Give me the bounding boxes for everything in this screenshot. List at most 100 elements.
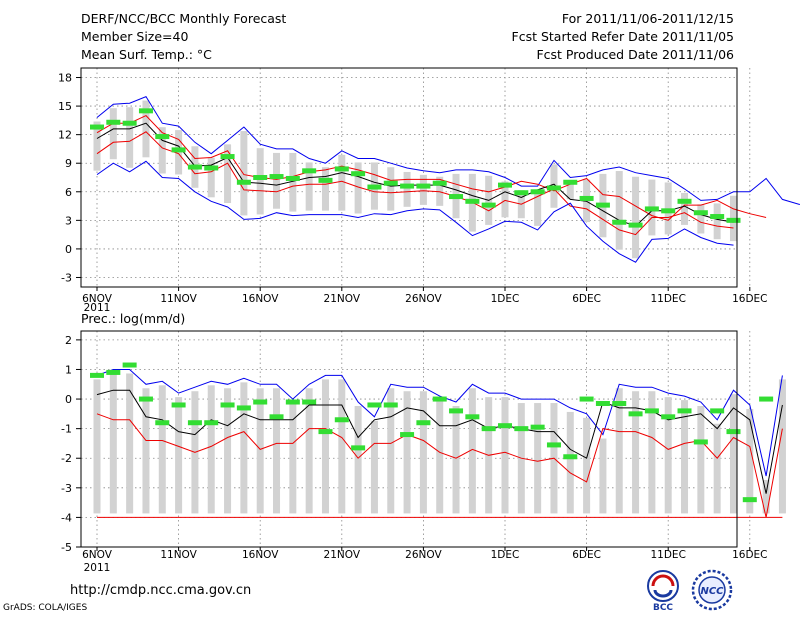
precip-panel-title: Prec.: log(mm/d) — [81, 311, 185, 326]
spread-box — [338, 379, 346, 514]
spread-box — [713, 203, 721, 240]
median-marker — [563, 179, 578, 185]
spread-box — [566, 411, 574, 514]
x-tick-label: 16DEC — [732, 549, 767, 561]
spread-box — [289, 403, 297, 514]
spread-box — [175, 397, 183, 514]
spread-box — [697, 204, 705, 234]
median-marker — [318, 177, 333, 183]
spread-box — [158, 127, 166, 174]
y-tick-label: 3 — [65, 214, 72, 227]
ncc-logo-text: NCC — [700, 586, 724, 597]
spread-box — [615, 171, 623, 250]
y-tick-label: 0 — [65, 393, 72, 406]
spread-box — [566, 181, 574, 200]
spread-box — [93, 121, 101, 171]
spread-box — [632, 391, 640, 514]
median-marker — [318, 429, 333, 435]
x-tick-label: 6DEC — [572, 293, 601, 305]
spread-box — [501, 397, 509, 514]
median-marker — [155, 134, 170, 140]
median-marker — [726, 429, 741, 435]
y-tick-label: -5 — [61, 541, 72, 554]
median-marker — [400, 432, 415, 438]
spread-box — [321, 167, 329, 211]
median-marker — [220, 154, 235, 160]
x-tick-label: 16NOV — [242, 549, 279, 561]
spread-box — [273, 388, 281, 514]
y-tick-label: 0 — [65, 243, 72, 256]
median-marker — [661, 414, 676, 420]
median-marker — [498, 423, 512, 429]
series-line-mean — [96, 122, 734, 227]
x-year-label: 2011 — [84, 562, 111, 574]
median-marker — [236, 179, 251, 185]
median-marker — [220, 402, 235, 408]
spread-box — [126, 373, 134, 514]
spread-box — [534, 403, 542, 514]
median-marker — [498, 182, 512, 188]
median-marker — [416, 183, 431, 189]
spread-box — [729, 394, 737, 514]
x-tick-label: 26NOV — [405, 293, 442, 305]
median-marker — [351, 445, 366, 451]
x-tick-label: 26NOV — [405, 549, 442, 561]
spread-box — [746, 408, 754, 514]
median-marker — [204, 420, 219, 426]
median-marker — [367, 184, 382, 190]
median-marker — [204, 165, 219, 171]
median-marker — [367, 402, 382, 408]
series-line-lower — [96, 131, 734, 236]
x-tick-label: 11DEC — [650, 549, 685, 561]
median-marker — [449, 194, 464, 200]
median-marker — [155, 420, 170, 426]
median-marker — [253, 175, 268, 180]
spread-box — [762, 479, 770, 514]
median-marker — [530, 424, 545, 430]
y-tick-label: -3 — [61, 271, 72, 284]
refer-date: Fcst Started Refer Date 2011/11/05 — [511, 29, 735, 44]
median-marker — [383, 402, 398, 408]
spread-box — [436, 400, 444, 514]
median-marker — [481, 426, 496, 432]
median-marker — [138, 396, 153, 402]
y-tick-label: 9 — [65, 157, 72, 170]
spread-box — [224, 388, 232, 514]
median-marker — [759, 396, 774, 402]
median-marker — [269, 414, 284, 420]
median-marker — [432, 396, 447, 402]
spread-box — [468, 388, 476, 514]
spread-box — [354, 406, 362, 514]
median-marker — [693, 439, 708, 445]
series-line-spread — [96, 413, 783, 518]
spread-box — [664, 397, 672, 514]
spread-box — [681, 192, 689, 225]
spread-box — [109, 108, 117, 160]
median-marker — [302, 168, 317, 174]
spread-box — [419, 391, 427, 514]
y-tick-label: 12 — [58, 129, 72, 142]
bcc-logo: BCC — [647, 570, 679, 612]
y-tick-label: -2 — [61, 452, 72, 465]
spread-box — [387, 167, 395, 211]
x-tick-label: 6DEC — [572, 549, 601, 561]
y-tick-label: -1 — [61, 423, 72, 436]
source-url[interactable]: http://cmdp.ncc.cma.gov.cn — [70, 583, 252, 598]
median-marker — [187, 164, 202, 170]
spread-box — [632, 176, 640, 259]
median-marker — [465, 198, 480, 204]
median-marker — [253, 399, 268, 405]
median-marker — [612, 400, 627, 406]
spread-box — [305, 162, 313, 211]
x-tick-label: 6NOV — [82, 549, 113, 561]
median-marker — [351, 171, 366, 177]
median-marker — [693, 210, 708, 216]
series-line-min — [96, 160, 734, 263]
spread-box — [419, 174, 427, 205]
series-line-max — [96, 95, 800, 205]
median-marker — [432, 180, 447, 186]
median-marker — [171, 402, 186, 408]
spread-box — [142, 100, 150, 158]
